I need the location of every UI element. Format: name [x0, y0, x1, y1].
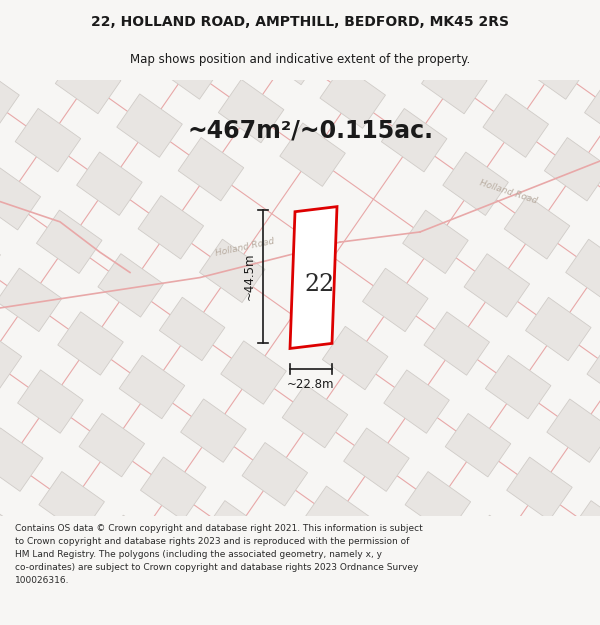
Polygon shape: [485, 356, 551, 419]
Polygon shape: [221, 341, 286, 404]
Polygon shape: [422, 51, 487, 114]
Text: Contains OS data © Crown copyright and database right 2021. This information is : Contains OS data © Crown copyright and d…: [15, 524, 423, 585]
Polygon shape: [443, 152, 508, 216]
Polygon shape: [0, 326, 22, 390]
Polygon shape: [584, 79, 600, 143]
Polygon shape: [138, 196, 203, 259]
Polygon shape: [263, 544, 329, 608]
Polygon shape: [15, 108, 81, 172]
Polygon shape: [218, 79, 284, 143]
Polygon shape: [304, 486, 369, 549]
Polygon shape: [566, 239, 600, 302]
Polygon shape: [181, 399, 246, 462]
Polygon shape: [0, 268, 62, 332]
Polygon shape: [37, 210, 102, 274]
Polygon shape: [362, 268, 428, 332]
Polygon shape: [445, 414, 511, 477]
Polygon shape: [79, 414, 145, 477]
Polygon shape: [0, 428, 43, 491]
Polygon shape: [77, 152, 142, 216]
Text: ~44.5m: ~44.5m: [242, 253, 256, 300]
Polygon shape: [95, 0, 161, 56]
Polygon shape: [119, 356, 185, 419]
Polygon shape: [39, 471, 104, 535]
Text: 22, HOLLAND ROAD, AMPTHILL, BEDFORD, MK45 2RS: 22, HOLLAND ROAD, AMPTHILL, BEDFORD, MK4…: [91, 16, 509, 29]
Polygon shape: [160, 298, 225, 361]
Polygon shape: [403, 210, 468, 274]
Text: Map shows position and indicative extent of the property.: Map shows position and indicative extent…: [130, 54, 470, 66]
Polygon shape: [290, 207, 337, 349]
Text: ~467m²/~0.115ac.: ~467m²/~0.115ac.: [187, 119, 433, 142]
Polygon shape: [344, 428, 409, 491]
Polygon shape: [58, 312, 123, 375]
Polygon shape: [178, 138, 244, 201]
Text: ~22.8m: ~22.8m: [287, 379, 335, 391]
Polygon shape: [504, 196, 570, 259]
Polygon shape: [55, 51, 121, 114]
Text: 22: 22: [305, 273, 335, 296]
Polygon shape: [467, 515, 532, 579]
Polygon shape: [483, 94, 548, 158]
Polygon shape: [202, 501, 268, 564]
Polygon shape: [0, 65, 19, 128]
Polygon shape: [547, 399, 600, 462]
Text: Holland Road: Holland Road: [478, 178, 538, 205]
Polygon shape: [365, 529, 430, 593]
Polygon shape: [506, 457, 572, 521]
Polygon shape: [17, 370, 83, 433]
Polygon shape: [322, 326, 388, 390]
Polygon shape: [280, 123, 346, 186]
Polygon shape: [117, 94, 182, 158]
Polygon shape: [382, 109, 447, 172]
Polygon shape: [405, 472, 470, 535]
Polygon shape: [140, 457, 206, 521]
Polygon shape: [282, 384, 348, 448]
Polygon shape: [360, 7, 425, 70]
Polygon shape: [0, 486, 3, 549]
Polygon shape: [0, 166, 41, 230]
Polygon shape: [98, 254, 163, 317]
Polygon shape: [461, 0, 527, 56]
Polygon shape: [424, 312, 490, 375]
Polygon shape: [157, 36, 223, 99]
Polygon shape: [526, 298, 591, 361]
Polygon shape: [259, 21, 324, 85]
Polygon shape: [320, 65, 385, 128]
Polygon shape: [587, 341, 600, 404]
Polygon shape: [199, 239, 265, 302]
Text: Holland Road: Holland Road: [215, 236, 275, 258]
Polygon shape: [0, 7, 59, 70]
Polygon shape: [568, 501, 600, 564]
Polygon shape: [100, 515, 166, 579]
Polygon shape: [242, 442, 308, 506]
Polygon shape: [544, 138, 600, 201]
Polygon shape: [464, 254, 530, 317]
Polygon shape: [384, 370, 449, 433]
Polygon shape: [523, 36, 589, 99]
Polygon shape: [0, 529, 64, 593]
